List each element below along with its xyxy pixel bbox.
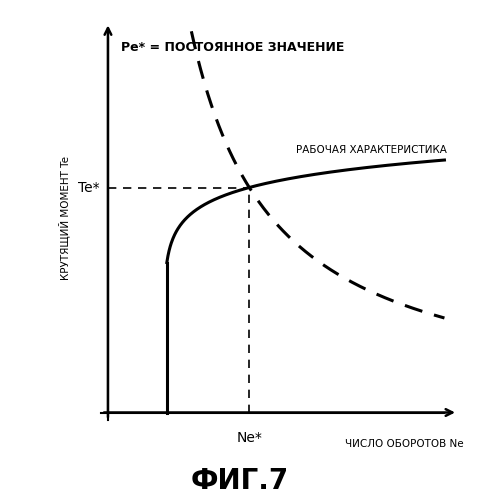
Text: РАБОЧАЯ ХАРАКТЕРИСТИКА: РАБОЧАЯ ХАРАКТЕРИСТИКА [297, 145, 447, 155]
Text: Ne*: Ne* [236, 431, 262, 446]
Text: Te*: Te* [78, 180, 100, 194]
Text: КРУТЯЩИЙ МОМЕНТ Te: КРУТЯЩИЙ МОМЕНТ Te [58, 156, 70, 280]
Text: ФИГ.7: ФИГ.7 [190, 467, 289, 495]
Text: ЧИСЛО ОБОРОТОВ Ne: ЧИСЛО ОБОРОТОВ Ne [345, 439, 463, 449]
Text: Pe* = ПОСТОЯННОЕ ЗНАЧЕНИЕ: Pe* = ПОСТОЯННОЕ ЗНАЧЕНИЕ [121, 42, 345, 54]
